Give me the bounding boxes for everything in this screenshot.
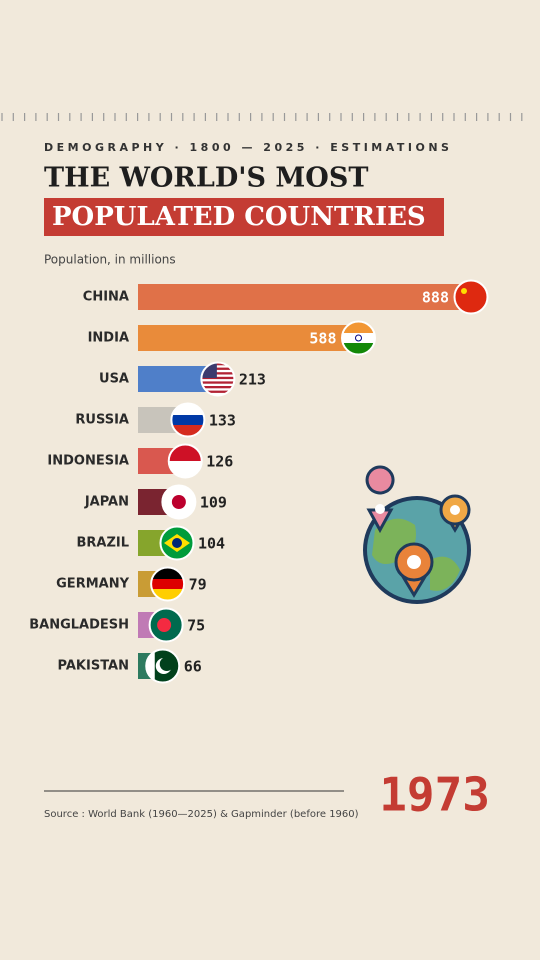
- flag: [342, 333, 375, 343]
- flag-ring: [159, 525, 195, 561]
- category-label: USA: [99, 372, 129, 387]
- flag: [461, 288, 467, 294]
- flag: [201, 390, 234, 393]
- flag-body: [150, 609, 183, 641]
- flag: [201, 367, 234, 370]
- value-label: 126: [206, 453, 233, 471]
- flag: [169, 445, 202, 461]
- category-label: INDONESIA: [47, 454, 129, 469]
- flag: [159, 657, 174, 671]
- flag-body: [146, 650, 179, 682]
- flag-icon: [453, 279, 489, 315]
- title-highlight-bg: [44, 198, 444, 236]
- bar: [138, 284, 471, 310]
- flag: [342, 343, 375, 354]
- category-label: JAPAN: [84, 495, 129, 510]
- kicker: DEMOGRAPHY · 1800 — 2025 · ESTIMATIONS: [44, 141, 452, 154]
- flag: [146, 650, 155, 682]
- flag-icon: [200, 361, 236, 397]
- flag: [355, 334, 362, 342]
- flag-body: [169, 445, 202, 477]
- category-label: BANGLADESH: [29, 618, 129, 633]
- category-label: RUSSIA: [75, 413, 129, 428]
- flag-body: [162, 486, 195, 518]
- year: 1973: [379, 768, 490, 822]
- flag: [171, 415, 204, 425]
- value-label: 109: [200, 494, 227, 512]
- flag-ring: [150, 566, 186, 602]
- flag-ring: [167, 443, 203, 479]
- flag: [151, 579, 184, 589]
- globe-icon: [363, 465, 471, 604]
- flag-ring: [170, 402, 206, 438]
- flag-icon: [148, 607, 184, 643]
- chart-title: THE WORLD'S MOST: [44, 163, 368, 194]
- flag-body: [455, 281, 487, 313]
- flag: [201, 376, 234, 380]
- value-label: 888: [422, 289, 449, 307]
- flag: [201, 372, 234, 375]
- flag-icon: [341, 320, 376, 356]
- flag-ring: [145, 648, 181, 684]
- category-label: CHINA: [83, 290, 129, 305]
- flag-ring: [161, 484, 197, 520]
- flag-ring: [341, 320, 376, 356]
- flag: [201, 363, 234, 366]
- flag-body: [161, 527, 193, 559]
- flag-ring: [453, 279, 489, 315]
- source: Source : World Bank (1960—2025) & Gapmin…: [44, 809, 359, 820]
- flag-icon: [159, 525, 195, 561]
- ruler: [1, 113, 523, 121]
- bar: [138, 325, 359, 351]
- flag: [342, 322, 375, 333]
- flag-body: [151, 568, 184, 600]
- category-label: BRAZIL: [76, 536, 129, 551]
- category-label: INDIA: [88, 331, 129, 346]
- flag: [172, 538, 182, 548]
- flag-body: [201, 363, 234, 395]
- value-label: 588: [309, 330, 336, 348]
- flag-body: [171, 404, 204, 436]
- flag: [151, 589, 184, 600]
- value-label: 213: [239, 371, 266, 389]
- chart-title-highlight: POPULATED COUNTRIES: [52, 202, 426, 232]
- flag: [201, 386, 234, 389]
- flag-icon: [145, 648, 181, 684]
- flag: [171, 425, 204, 436]
- value-label: 79: [189, 576, 207, 594]
- flag: [157, 618, 172, 632]
- flag-ring: [148, 607, 184, 643]
- category-label: GERMANY: [56, 577, 129, 592]
- flag-icon: [150, 566, 186, 602]
- value-label: 133: [209, 412, 236, 430]
- value-label: 66: [184, 658, 202, 676]
- category-label: PAKISTAN: [58, 659, 129, 674]
- flag: [151, 568, 184, 579]
- flag-icon: [170, 402, 206, 438]
- flag-icon: [167, 443, 203, 479]
- subtitle: Population, in millions: [44, 253, 176, 267]
- value-label: 104: [198, 535, 225, 553]
- value-label: 75: [187, 617, 205, 635]
- flag-body: [342, 322, 375, 354]
- flag-icon: [161, 484, 197, 520]
- flag: [171, 495, 186, 509]
- flag-ring: [200, 361, 236, 397]
- flag: [201, 381, 234, 384]
